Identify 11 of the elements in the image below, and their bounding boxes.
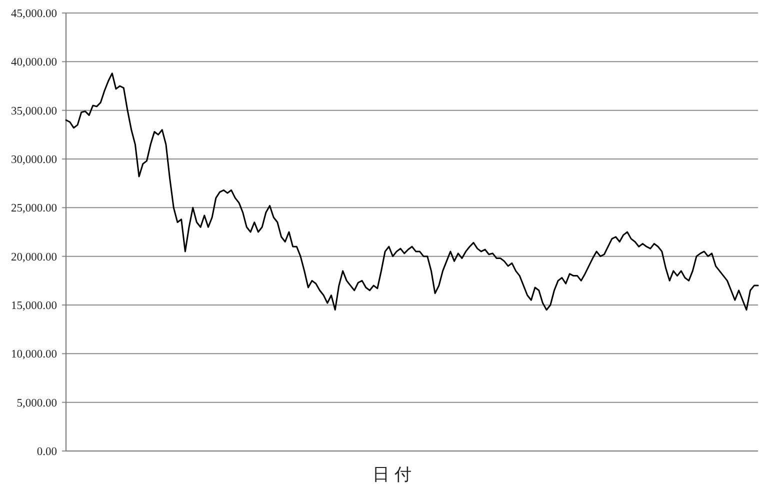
y-tick-label: 30,000.00 (11, 154, 58, 166)
y-tick-label: 15,000.00 (11, 300, 58, 312)
x-axis-title: 日 付 (372, 465, 412, 485)
y-tick-label: 10,000.00 (11, 348, 58, 361)
y-tick-label: 35,000.00 (11, 105, 58, 118)
y-tick-label: 20,000.00 (11, 251, 58, 264)
y-tick-label: 40,000.00 (11, 56, 58, 69)
y-tick-label: 0.00 (36, 446, 58, 458)
y-tick-label: 5,000.00 (16, 397, 58, 410)
y-tick-label: 25,000.00 (11, 202, 58, 215)
y-tick-label: 45,000.00 (11, 8, 58, 20)
